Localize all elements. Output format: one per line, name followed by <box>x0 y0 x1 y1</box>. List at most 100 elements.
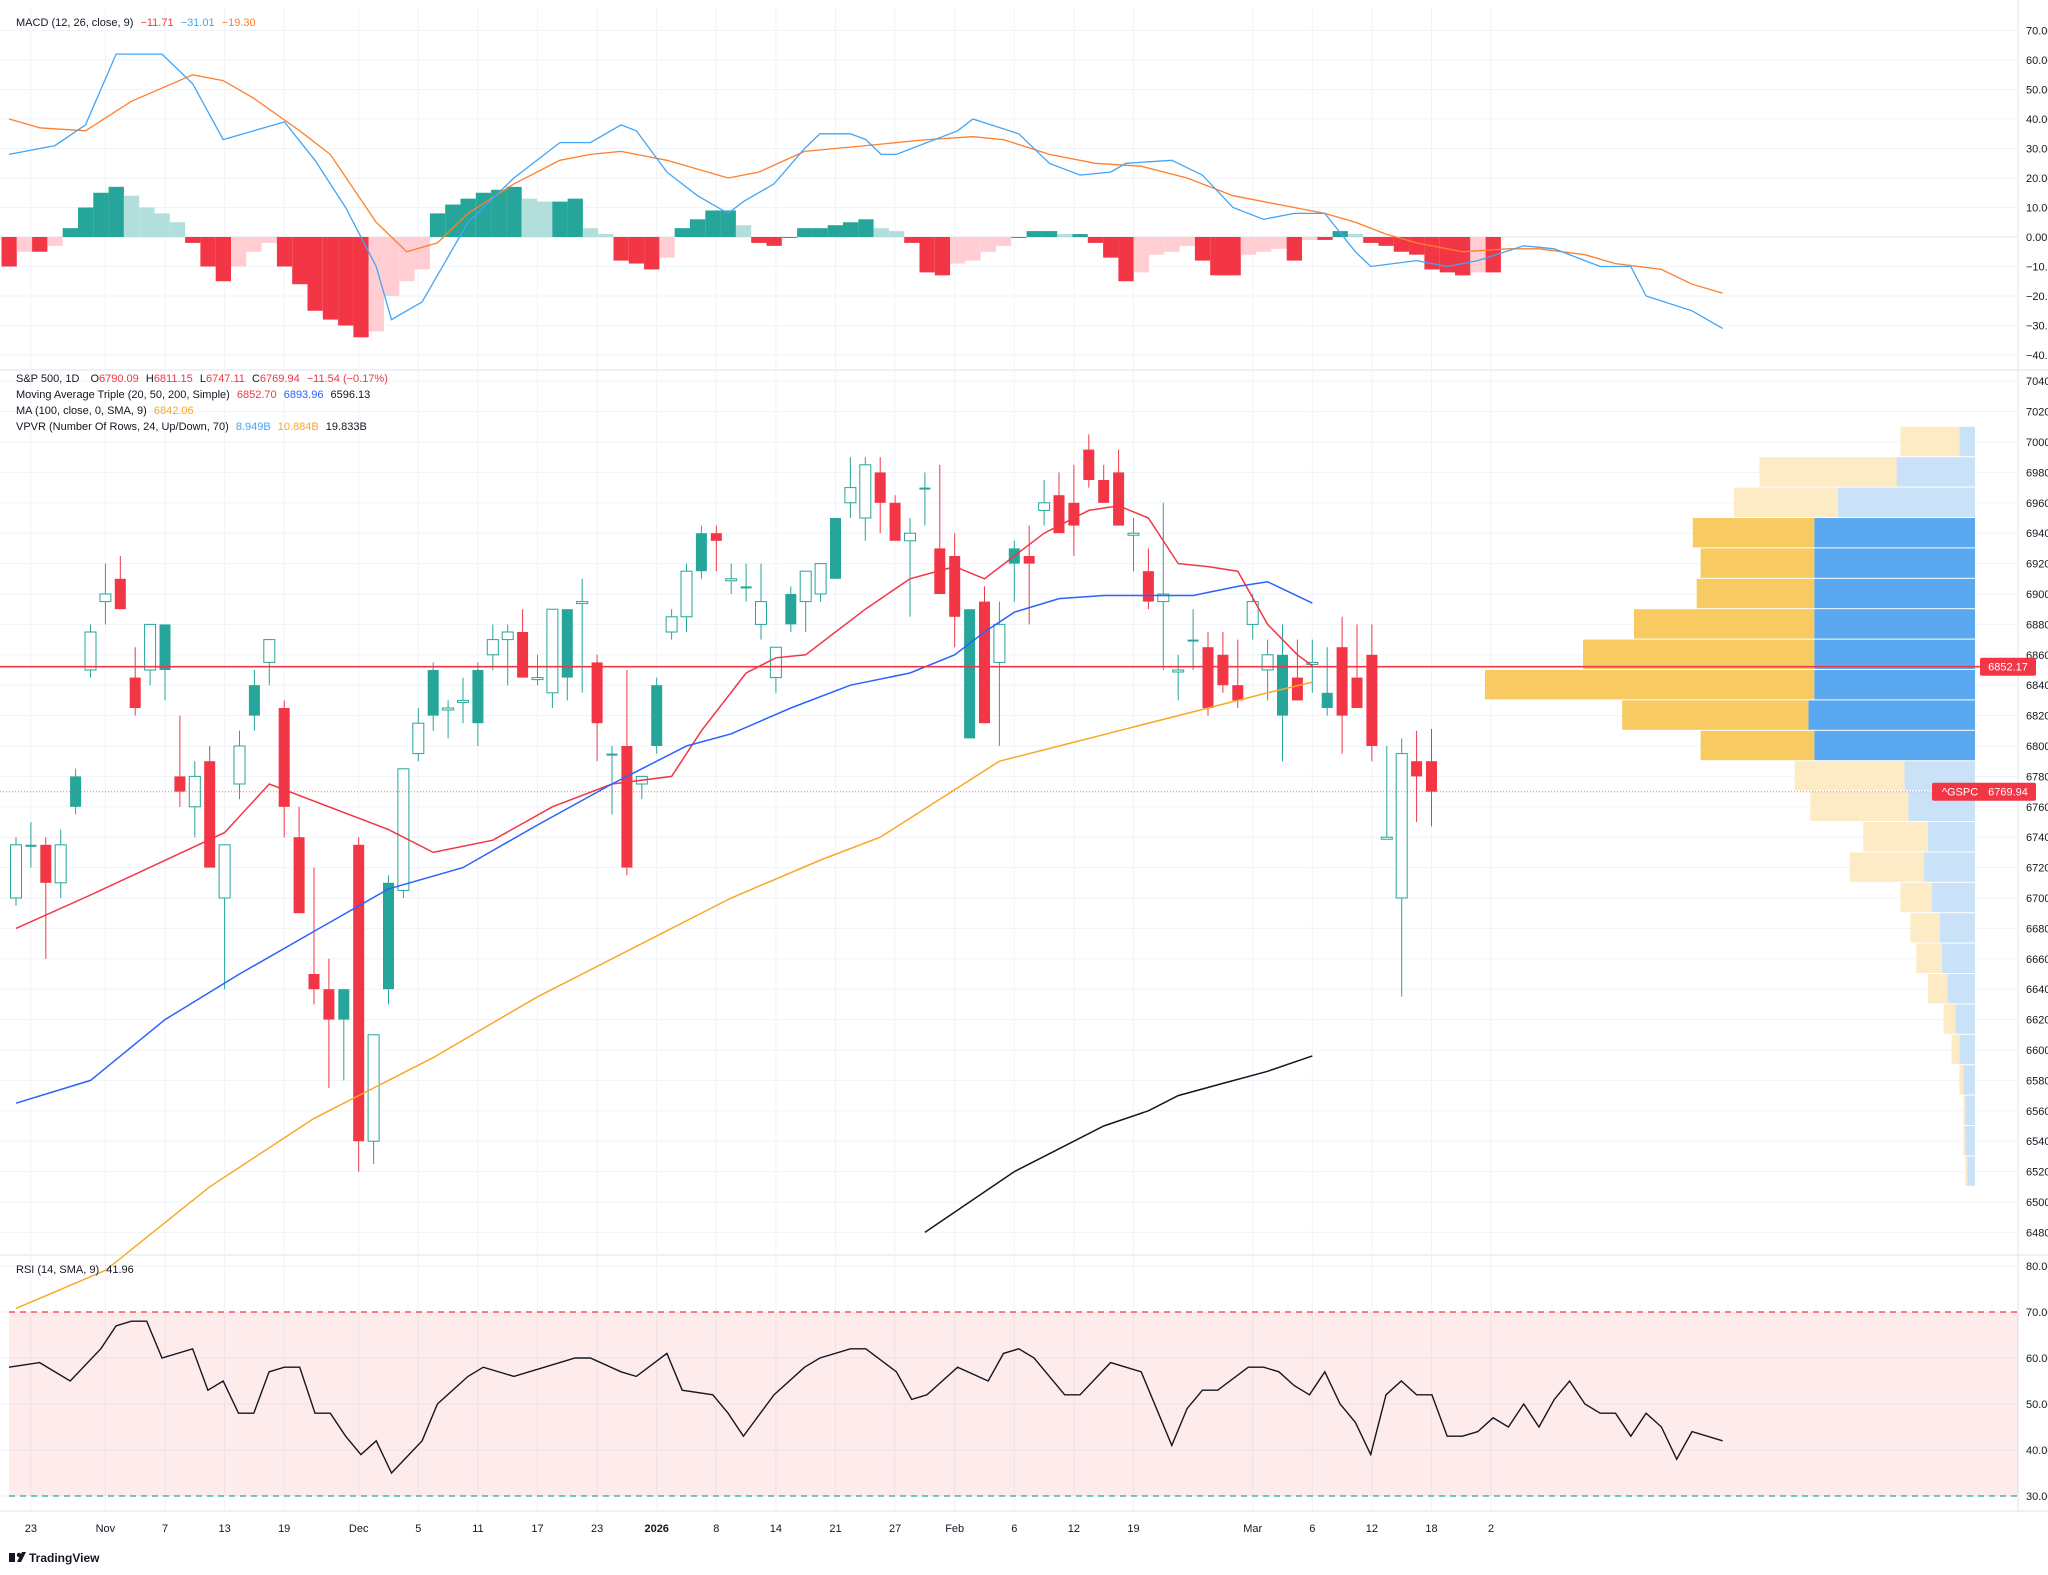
vpvr-up-bar <box>1963 1065 1975 1095</box>
vpvr-down-bar <box>1910 913 1940 943</box>
candle-body <box>1172 669 1185 673</box>
candle-body <box>1098 480 1110 503</box>
macd-histogram-bar <box>858 219 874 237</box>
macd-histogram-bar <box>751 237 767 243</box>
price-y-tick: 6980.00 <box>2026 467 2048 479</box>
macd-histogram-bar <box>491 189 507 237</box>
price-y-tick: 6800.00 <box>2026 741 2048 753</box>
x-tick-label: Dec <box>349 1523 369 1535</box>
vpvr-down-bar <box>1863 822 1928 852</box>
tradingview-logo[interactable]: TradingView <box>9 1551 100 1565</box>
macd-histogram-bar <box>1164 237 1180 252</box>
candle-body <box>1053 495 1065 534</box>
macd-y-tick: 50.00 <box>2026 85 2048 97</box>
price-y-tick: 6500.00 <box>2026 1197 2048 1209</box>
macd-histogram-bar <box>1393 237 1410 252</box>
x-tick-label: 13 <box>218 1523 230 1535</box>
macd-histogram-bar <box>16 237 33 252</box>
sma-200-line <box>924 1055 1313 1234</box>
candle-body <box>218 844 231 899</box>
candle-body <box>486 639 499 656</box>
macd-histogram-bar <box>47 237 63 246</box>
macd-histogram-bar <box>1118 237 1134 282</box>
vpvr-up-bar <box>1927 822 1975 852</box>
vpvr-down-bar <box>1810 791 1909 821</box>
candle-body <box>472 670 484 724</box>
macd-histogram-bar <box>1026 231 1042 237</box>
rsi-y-tick: 30.00 <box>2026 1491 2048 1503</box>
macd-histogram-bar <box>934 237 951 276</box>
x-tick-label: 19 <box>278 1523 290 1535</box>
macd-histogram-bar <box>353 237 369 338</box>
macd-histogram-bar <box>1179 237 1195 246</box>
macd-histogram-bar <box>1439 237 1455 273</box>
candle-body <box>457 699 469 703</box>
candle-body <box>621 746 633 868</box>
price-y-tick: 6560.00 <box>2026 1106 2048 1118</box>
price-y-tick: 6480.00 <box>2026 1227 2048 1239</box>
x-tick-label: 27 <box>889 1523 901 1535</box>
rsi-legend[interactable]: RSI (14, SMA, 9) 41.96 <box>16 1264 134 1276</box>
vpvr-down-bar <box>1692 518 1815 548</box>
macd-histogram-bar <box>980 237 996 252</box>
macd-histogram-bar <box>78 207 94 237</box>
vpvr-up-bar <box>1814 548 1975 578</box>
macd-histogram-bar <box>827 225 843 237</box>
price-y-tick: 6880.00 <box>2026 619 2048 631</box>
ma-triple-legend[interactable]: Moving Average Triple (20, 50, 200, Simp… <box>16 389 370 401</box>
vpvr-up-bar <box>1947 974 1975 1004</box>
vpvr-down-bar <box>1963 1126 1966 1156</box>
x-tick-label: 6 <box>1011 1523 1017 1535</box>
vpvr-up-bar <box>1814 518 1975 548</box>
candle-body <box>1380 836 1393 840</box>
price-y-tick: 7000.00 <box>2026 437 2048 449</box>
candle-body <box>919 487 931 490</box>
vpvr-label: VPVR (Number Of Rows, 24, Up/Down, 70) <box>16 421 229 433</box>
candle-body <box>725 578 738 582</box>
candle-body <box>1142 571 1154 602</box>
candle-body <box>383 882 394 990</box>
vpvr-down-bar <box>1733 487 1838 517</box>
price-legend[interactable]: S&P 500, 1D O6790.09 H6811.15 L6747.11 C… <box>16 373 388 385</box>
vpvr-legend[interactable]: VPVR (Number Of Rows, 24, Up/Down, 70) 8… <box>16 421 367 433</box>
price-pane[interactable] <box>0 434 2018 1310</box>
macd-histogram-bar <box>445 204 461 237</box>
macd-y-tick: 0.00 <box>2026 232 2047 244</box>
candle-body <box>1202 647 1214 708</box>
last-price-symbol: ^GSPC <box>1942 787 1978 799</box>
vpvr-up-bar <box>1837 487 1975 517</box>
macd-legend-label: MACD (12, 26, close, 9) <box>16 17 133 29</box>
volume-profile <box>1485 426 1975 1186</box>
candle-body <box>1068 502 1080 526</box>
macd-histogram-bar <box>108 186 124 237</box>
macd-histogram-bar <box>644 237 660 270</box>
macd-histogram-bar <box>996 237 1012 246</box>
rsi-y-tick: 70.00 <box>2026 1307 2048 1319</box>
macd-histogram-bar <box>506 186 522 237</box>
macd-histogram-value: −11.71 <box>140 17 173 29</box>
macd-histogram-bar <box>1455 237 1471 276</box>
x-tick-label: Nov <box>96 1523 116 1535</box>
vpvr-up-bar <box>1931 882 1975 913</box>
macd-histogram-bar <box>781 237 798 238</box>
candle-body <box>561 609 573 678</box>
macd-signal-value: −19.30 <box>222 17 256 29</box>
macd-histogram-bar <box>812 228 828 237</box>
vpvr-up-bar <box>1814 578 1975 609</box>
vpvr-down-bar <box>1794 761 1905 791</box>
macd-histogram-bar <box>1133 237 1149 273</box>
vpvr-up-bar <box>1967 1156 1975 1186</box>
macd-histogram-bar <box>399 237 415 282</box>
candle-body <box>1395 753 1408 899</box>
macd-histogram-bar <box>1256 237 1272 252</box>
ma100-legend[interactable]: MA (100, close, 0, SMA, 9) 6842.06 <box>16 405 194 417</box>
macd-histogram-bar <box>1072 234 1088 237</box>
high-label: H <box>146 373 154 385</box>
macd-histogram-bar <box>705 210 721 237</box>
candle-body <box>799 570 812 603</box>
macd-histogram-bar <box>1470 237 1486 273</box>
vpvr-up-bar <box>1965 1126 1975 1156</box>
macd-histogram-bar <box>1286 237 1302 261</box>
candle-body <box>606 753 618 756</box>
